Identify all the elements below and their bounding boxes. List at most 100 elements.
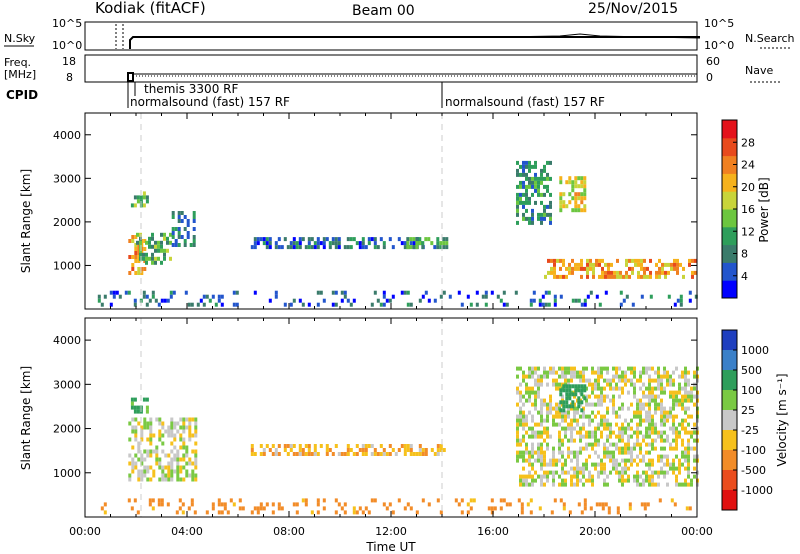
data-cell: [460, 302, 464, 307]
data-cell: [541, 294, 545, 299]
data-cell: [385, 298, 389, 303]
data-cell: [522, 482, 525, 487]
data-cell: [571, 270, 574, 275]
data-cell: [672, 438, 675, 443]
data-cell: [552, 470, 555, 475]
data-cell: [606, 394, 609, 399]
data-cell: [672, 390, 675, 395]
data-cell: [304, 498, 308, 503]
data-cell: [208, 298, 212, 303]
data-cell: [185, 417, 189, 422]
data-cell: [603, 426, 606, 431]
data-cell: [540, 406, 543, 411]
data-cell: [134, 453, 138, 458]
data-cell: [552, 474, 555, 479]
data-cell: [562, 502, 566, 507]
colorbar-tick-label: 12: [741, 225, 755, 238]
data-cell: [170, 473, 174, 478]
data-cell: [666, 438, 669, 443]
data-cell: [633, 458, 636, 463]
data-cell: [693, 454, 696, 459]
data-cell: [606, 474, 609, 479]
data-cell: [316, 302, 320, 307]
data-cell: [537, 366, 540, 371]
data-cell: [588, 470, 591, 475]
data-cell: [442, 245, 446, 250]
data-cell: [603, 450, 606, 455]
data-cell: [597, 410, 600, 415]
data-cell: [313, 245, 317, 250]
data-cell: [669, 462, 672, 467]
data-cell: [592, 270, 595, 275]
data-cell: [684, 378, 687, 383]
data-cell: [577, 388, 581, 393]
data-cell: [268, 448, 272, 452]
data-cell: [409, 237, 413, 242]
data-cell: [163, 252, 166, 257]
data-cell: [534, 430, 537, 435]
data-cell: [525, 442, 528, 447]
data-cell: [555, 382, 558, 387]
data-cell: [691, 274, 694, 279]
data-cell: [211, 294, 215, 299]
data-cell: [167, 473, 171, 478]
data-cell: [265, 237, 269, 242]
data-cell: [325, 448, 329, 452]
data-cell: [616, 274, 619, 279]
data-cell: [549, 410, 552, 415]
data-cell: [643, 274, 646, 279]
data-cell: [585, 394, 588, 399]
data-cell: [436, 448, 440, 452]
data-cell: [549, 406, 552, 411]
data-cell: [298, 448, 302, 452]
data-cell: [582, 482, 585, 487]
data-cell: [612, 378, 615, 383]
data-cell: [540, 398, 543, 403]
data-cell: [529, 302, 533, 307]
data-cell: [274, 452, 278, 456]
data-cell: [681, 418, 684, 423]
data-cell: [607, 510, 611, 515]
data-cell: [630, 446, 633, 451]
data-cell: [319, 444, 323, 448]
data-cell: [657, 458, 660, 463]
data-cell: [678, 390, 681, 395]
data-cell: [169, 232, 172, 237]
data-cell: [657, 378, 660, 383]
data-cell: [628, 502, 632, 507]
data-cell: [546, 176, 549, 181]
data-cell: [337, 245, 341, 250]
data-cell: [561, 466, 564, 471]
data-cell: [277, 506, 281, 511]
data-cell: [693, 370, 696, 375]
data-cell: [576, 466, 579, 471]
data-cell: [531, 450, 534, 455]
data-cell: [576, 478, 579, 483]
data-cell: [571, 188, 575, 193]
data-cell: [666, 418, 669, 423]
data-cell: [591, 442, 594, 447]
data-cell: [546, 442, 549, 447]
data-cell: [235, 302, 239, 307]
data-cell: [559, 388, 563, 393]
data-cell: [643, 270, 646, 275]
data-cell: [591, 482, 594, 487]
data-cell: [131, 457, 135, 462]
data-cell: [558, 446, 561, 451]
data-cell: [564, 378, 567, 383]
data-cell: [400, 290, 404, 295]
data-cell: [185, 453, 189, 458]
data-cell: [544, 274, 547, 279]
beam-title: Beam 00: [352, 3, 415, 19]
y-tick-label: 3000: [53, 172, 81, 185]
data-cell: [194, 457, 198, 462]
data-cell: [442, 237, 446, 242]
data-cell: [139, 195, 143, 200]
data-cell: [158, 433, 162, 438]
data-cell: [364, 506, 368, 511]
data-cell: [170, 441, 174, 446]
data-cell: [502, 290, 506, 295]
data-cell: [445, 241, 449, 246]
data-cell: [145, 302, 149, 307]
data-cell: [672, 466, 675, 471]
